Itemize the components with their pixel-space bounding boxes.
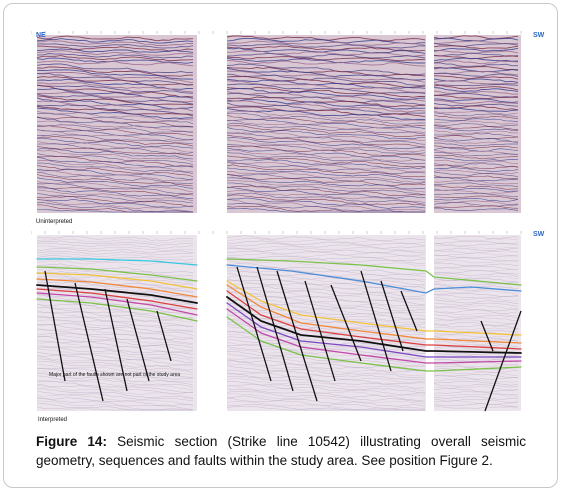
figure-frame <box>3 3 558 488</box>
horizon-line <box>36 284 198 304</box>
horizon-line <box>226 258 522 286</box>
horizon-line <box>226 284 522 344</box>
fault-line <box>276 270 318 402</box>
seismic-section <box>433 35 521 213</box>
seismic-section <box>226 235 426 411</box>
horizon-line <box>226 316 522 372</box>
uninterpreted-seismic-panel <box>31 31 529 217</box>
horizon-line <box>226 280 522 336</box>
horizon-line <box>226 296 522 354</box>
fault-line <box>156 310 172 362</box>
horizon-line <box>36 272 198 290</box>
horizon-line <box>36 266 198 282</box>
seismic-section <box>433 235 521 411</box>
horizon-line <box>36 298 198 322</box>
ne-direction-label: NE <box>36 32 46 39</box>
fault-line <box>330 284 362 362</box>
fault-line <box>484 310 522 412</box>
interpreted-seismic-image <box>31 231 529 415</box>
horizon-line <box>36 292 198 316</box>
figure-caption: Figure 14: Seismic section (Strike line … <box>36 432 526 470</box>
horizon-line <box>36 258 198 266</box>
interpreted-label: Interpreted <box>38 417 68 423</box>
fault-line <box>104 288 128 392</box>
sw-direction-label-bottom: SW <box>533 231 545 238</box>
horizon-line <box>226 302 522 358</box>
horizon-line <box>226 290 522 350</box>
horizon-line <box>36 288 198 310</box>
fault-line <box>380 280 404 352</box>
figure-caption-text: Seismic section (Strike line 10542) illu… <box>36 434 527 468</box>
sw-direction-label: SW <box>533 32 545 39</box>
fault-line <box>304 280 336 382</box>
fault-line <box>74 282 104 402</box>
uninterpreted-label: Uninterpreted <box>36 219 73 225</box>
figure-label: Figure 14: <box>36 434 107 449</box>
seismic-section <box>36 235 197 411</box>
fault-line <box>236 266 272 382</box>
fault-line <box>360 270 392 372</box>
faults-note: Major part of the faults shown are not p… <box>49 372 181 378</box>
uninterpreted-seismic-image <box>31 31 529 217</box>
seismic-section <box>36 35 197 213</box>
interpreted-seismic-panel <box>31 231 529 415</box>
seismic-section <box>226 35 426 213</box>
fault-line <box>480 320 494 352</box>
horizon-line <box>226 308 522 364</box>
fault-line <box>400 290 418 332</box>
fault-line <box>126 298 150 382</box>
fault-line <box>256 266 294 392</box>
fault-line <box>44 270 66 382</box>
horizon-line <box>226 264 522 294</box>
horizon-line <box>36 278 198 298</box>
